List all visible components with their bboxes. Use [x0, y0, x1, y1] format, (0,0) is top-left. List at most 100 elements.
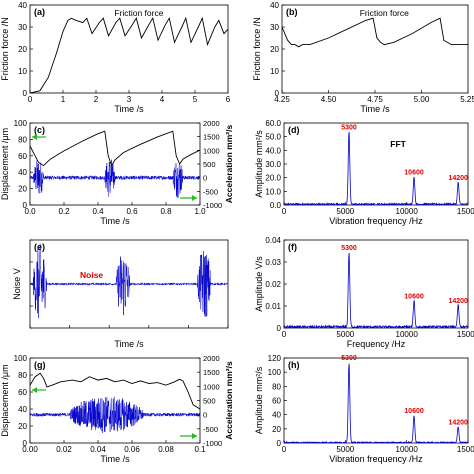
- x-tick-label: 0.8: [160, 207, 172, 216]
- x-tick-label: 3: [127, 95, 132, 104]
- traces: [30, 130, 200, 199]
- x-axis-label: Frequency /Hz: [347, 339, 406, 349]
- y-tick-label: 30: [18, 23, 27, 32]
- traces: [30, 372, 200, 434]
- y-tick-label: 60: [18, 388, 27, 397]
- y-tick-label: 20: [18, 185, 27, 194]
- y-tick-label: 40: [272, 411, 281, 420]
- plot-frame: [29, 4, 229, 94]
- y-tick-label: 10.0: [265, 187, 281, 196]
- x-axis-label: Time /s: [360, 104, 390, 114]
- y2-tick-label: 500: [203, 397, 216, 406]
- y-tick-label: 0.02: [265, 280, 281, 289]
- peak-label: 5300: [341, 355, 357, 362]
- x-tick-label: 10000: [396, 445, 419, 454]
- y-tick-label: 10: [270, 67, 279, 76]
- panel-b: 4.25 4.50 4.75 5.00 5.25 0 10 20 30 40 Time /s Fric…: [252, 1, 474, 114]
- panel-label: (h): [288, 360, 300, 370]
- y-axis-label: Amplitude mm²/s: [254, 366, 264, 434]
- x-axis-label: Time /s: [100, 216, 130, 226]
- y2-tick-label: -1000: [203, 439, 222, 448]
- y-tick-label: 40: [270, 1, 279, 10]
- x-tick-label: 4.50: [321, 95, 337, 104]
- peak-label: 14200: [448, 419, 468, 426]
- x-tick-label: 2: [94, 95, 99, 104]
- y-axis-label: Displacement /μm: [0, 364, 10, 436]
- left-axis-arrowhead: [32, 134, 37, 140]
- x-axis-label: Time /s: [114, 339, 144, 349]
- y-tick-label: 0: [277, 439, 282, 448]
- y-tick-label: 40: [18, 1, 27, 10]
- y-tick-label: 20: [272, 425, 281, 434]
- x-tick-label: 1: [61, 95, 66, 104]
- y2-tick-label: -500: [203, 187, 218, 196]
- y-tick-label: 10: [18, 67, 27, 76]
- x-axis-label: Time /s: [100, 454, 130, 464]
- y-tick-label: 80: [272, 382, 281, 391]
- traces: [30, 16, 228, 93]
- x-axis-label: Vibration frequency /Hz: [329, 454, 423, 464]
- x-tick-label: 0.0: [24, 207, 36, 216]
- y2-tick-label: -500: [203, 425, 218, 434]
- panel-c: 0.0 0.2 0.4 0.6 0.8 1.0 0 20 40 60 80 100 -1000 -500 0…: [0, 119, 234, 226]
- y-tick-label: 0: [23, 439, 28, 448]
- y-tick-label: 50.0: [265, 133, 281, 142]
- panel-g: 0.00 0.02 0.04 0.06 0.08 0.1 0 20 40 60 80 100 -1000…: [0, 354, 234, 464]
- y-tick-label: 60.0: [265, 119, 281, 128]
- y-tick-label: 20: [270, 45, 279, 54]
- annotation-label: FFT: [390, 139, 406, 149]
- panel-label: (g): [34, 360, 46, 370]
- y-tick-label: 20.0: [265, 174, 281, 183]
- x-tick-label: 0.00: [22, 445, 38, 454]
- peak-label: 14200: [448, 175, 468, 182]
- y-tick-label: 0.01: [265, 302, 281, 311]
- panel-a: 0 1 2 3 4 5 6 0 10 20 30 40 Time /s Friction force /N…: [0, 1, 231, 114]
- y2-tick-label: 1000: [203, 382, 220, 391]
- y-tick-label: 20: [18, 45, 27, 54]
- x-tick-label: 5000: [336, 445, 354, 454]
- y-tick-label: 0: [275, 89, 280, 98]
- x-tick-label: 5.25: [460, 95, 474, 104]
- y-tick-label: 40: [18, 405, 27, 414]
- series-line: [30, 16, 228, 93]
- traces: [284, 252, 468, 328]
- y-tick-label: 120: [268, 354, 282, 363]
- peak-label: 10600: [404, 408, 424, 415]
- y-tick-label: 0.0: [270, 201, 282, 210]
- x-tick-label: 10000: [396, 207, 419, 216]
- traces: [284, 131, 468, 205]
- x-tick-label: 0: [282, 207, 287, 216]
- plot-frame: [29, 357, 201, 444]
- peak-label: 14200: [448, 298, 468, 305]
- traces: [284, 363, 468, 443]
- x-tick-label: 0.2: [58, 207, 70, 216]
- y-tick-label: 100: [14, 119, 28, 128]
- y2-tick-label: 2000: [203, 354, 220, 363]
- y2-tick-label: 1500: [203, 368, 220, 377]
- y-tick-label: 30.0: [265, 160, 281, 169]
- y2-tick-label: 0: [203, 411, 207, 420]
- y-tick-label: 30: [270, 23, 279, 32]
- peak-label: 10600: [404, 294, 424, 301]
- acceleration-trace: [30, 396, 200, 434]
- y2-axis-label: Acceleration mm²/s: [224, 361, 234, 440]
- x-tick-label: 0.06: [124, 445, 140, 454]
- y2-tick-label: 1500: [203, 133, 220, 142]
- x-tick-label: 0.04: [90, 445, 106, 454]
- right-axis-arrowhead: [192, 195, 197, 201]
- spectrum-line: [284, 252, 468, 328]
- left-axis-arrowhead: [32, 387, 37, 393]
- peak-label: 5300: [341, 245, 357, 252]
- x-tick-label: 1.0: [194, 207, 206, 216]
- y-tick-label: 100: [268, 368, 282, 377]
- displacement-line: [30, 130, 200, 167]
- y-tick-label: 0: [23, 89, 28, 98]
- y2-tick-label: -1000: [203, 201, 222, 210]
- y-tick-label: 40: [18, 168, 27, 177]
- spectrum-line: [284, 363, 468, 443]
